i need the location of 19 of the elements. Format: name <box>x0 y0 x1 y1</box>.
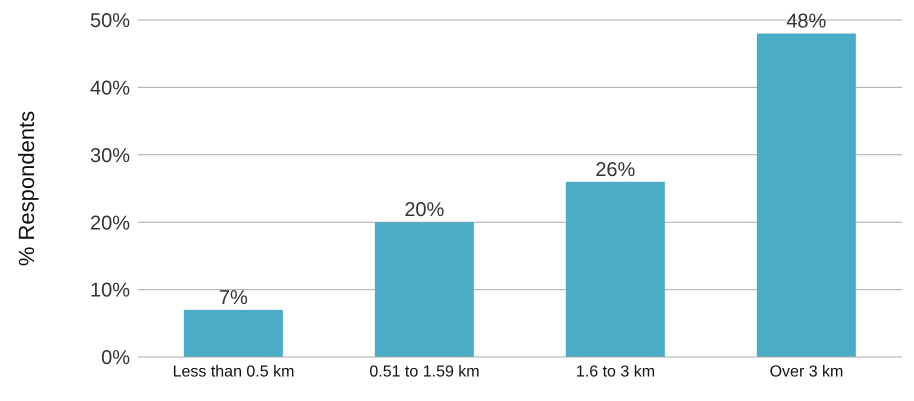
y-axis-title: % Respondents <box>14 110 39 266</box>
data-label: 20% <box>404 199 445 222</box>
bar <box>184 310 283 357</box>
x-tick-label: 0.51 to 1.59 km <box>369 363 480 380</box>
y-tick-label: 30% <box>90 144 130 167</box>
data-label: 26% <box>595 158 636 181</box>
bar <box>374 222 474 357</box>
y-tick-label: 40% <box>90 78 130 100</box>
bar <box>756 33 856 357</box>
y-tick-label: 0% <box>101 347 130 370</box>
y-tick-label: 50% <box>90 10 130 32</box>
x-tick-label: Over 3 km <box>770 363 844 380</box>
y-tick-label: 20% <box>90 212 130 234</box>
data-label: 7% <box>218 286 248 309</box>
y-tick-label: 10% <box>90 280 130 302</box>
x-tick-label: 1.6 to 3 km <box>576 363 656 380</box>
x-tick-label: Less than 0.5 km <box>172 363 294 380</box>
data-label: 48% <box>786 10 827 32</box>
bar <box>566 182 665 357</box>
